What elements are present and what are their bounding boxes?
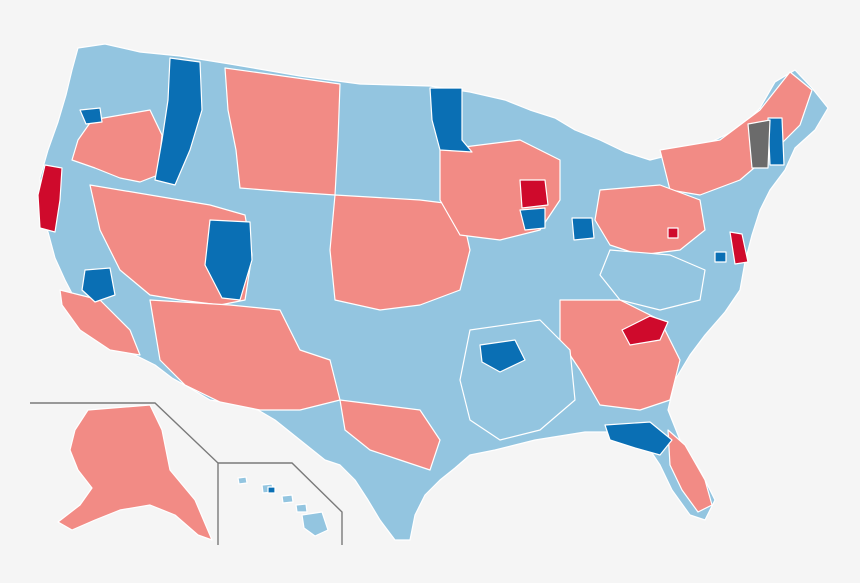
district-region-texas-west xyxy=(339,399,441,471)
district-minnesota-blue xyxy=(429,87,473,153)
district-region-appalachia-blue xyxy=(599,249,706,311)
district-region-montana-wyoming xyxy=(224,67,341,196)
alaska-inset-border xyxy=(30,402,219,545)
alaska-landmass xyxy=(57,404,213,541)
district-region-florida-red xyxy=(667,429,713,513)
district-region-oregon-idaho xyxy=(71,109,163,183)
district-region-arizona-newmexico xyxy=(149,299,341,411)
district-kentucky-red xyxy=(621,315,669,346)
district-vermont-gray xyxy=(747,119,771,169)
district-region-central-plains xyxy=(329,194,471,311)
district-region-northeast-red xyxy=(659,71,813,196)
hawaii-islands xyxy=(237,476,329,537)
district-florida-blue xyxy=(604,421,673,456)
hawaii-inset-border xyxy=(218,462,343,545)
district-region-california-coast-red xyxy=(59,289,141,356)
district-northern-california-red xyxy=(37,164,63,233)
district-new-jersey-red xyxy=(729,231,749,265)
district-utah-blue xyxy=(204,219,253,301)
district-iowa-blue xyxy=(519,207,546,231)
district-central-valley-blue xyxy=(81,267,116,303)
district-washington-blue xyxy=(154,57,203,186)
district-indiana-blue xyxy=(571,217,595,241)
district-illinois-red xyxy=(519,179,549,209)
district-pennsylvania-red xyxy=(667,227,679,239)
district-maryland-blue xyxy=(714,251,727,263)
district-new-hampshire-blue xyxy=(767,117,785,166)
district-arkansas-blue xyxy=(479,339,526,373)
district-seattle-blue xyxy=(79,107,103,125)
